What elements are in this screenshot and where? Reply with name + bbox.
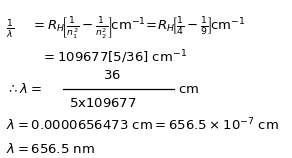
Text: $\frac{1}{\lambda}$: $\frac{1}{\lambda}$ (6, 17, 14, 40)
Text: $5\mathrm{x}109677$: $5\mathrm{x}109677$ (69, 97, 136, 110)
Text: $=109677[5/36]\ \mathrm{cm}^{-1}$: $=109677[5/36]\ \mathrm{cm}^{-1}$ (41, 49, 187, 67)
Text: $\lambda=0.0000656473\ \mathrm{cm}=656.5\times10^{-7}\ \mathrm{cm}$: $\lambda=0.0000656473\ \mathrm{cm}=656.5… (6, 116, 279, 133)
Text: $36$: $36$ (103, 69, 121, 82)
Text: $\mathrm{cm}$: $\mathrm{cm}$ (178, 83, 199, 96)
Text: $=R_H\!\left[\frac{1}{n_1^2}-\frac{1}{n_2^2}\right]\!\mathrm{cm}^{-1}\!=\!R_H\!\: $=R_H\!\left[\frac{1}{n_1^2}-\frac{1}{n_… (31, 15, 245, 41)
Text: $\therefore\lambda=$: $\therefore\lambda=$ (6, 82, 41, 96)
Text: $\lambda=656.5\ \mathrm{nm}$: $\lambda=656.5\ \mathrm{nm}$ (6, 142, 95, 155)
